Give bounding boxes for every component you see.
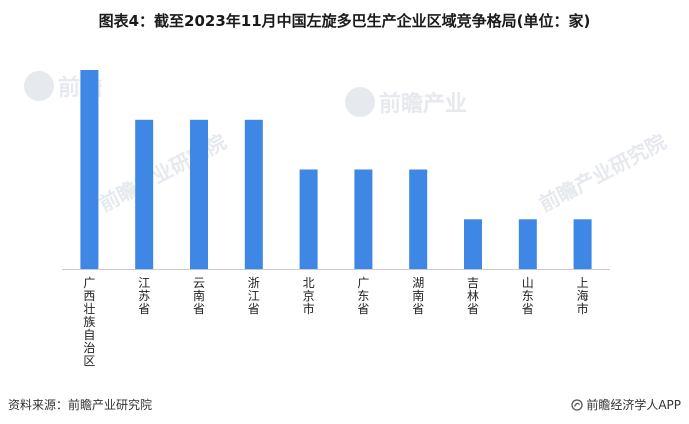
x-tick-label-char: 自	[83, 328, 95, 342]
brand-logo-icon	[571, 398, 583, 411]
bar	[80, 70, 99, 269]
x-tick-label-char: 省	[467, 302, 479, 316]
x-tick-label-char: 上	[577, 276, 589, 290]
x-tick-label-char: 省	[357, 302, 369, 316]
x-tick-label-char: 治	[83, 341, 95, 355]
x-tick-label-char: 市	[303, 301, 315, 316]
source-note: 资料来源：前瞻产业研究院	[8, 398, 153, 412]
bar	[190, 119, 208, 270]
bar	[135, 119, 154, 270]
x-tick-label-char: 海	[577, 288, 589, 303]
x-tick-label-char: 云	[193, 276, 205, 290]
x-tick-label-char: 南	[193, 288, 205, 303]
x-tick-label-char: 江	[138, 276, 150, 290]
x-tick-label-char: 吉	[467, 276, 479, 290]
x-tick-label-char: 南	[412, 288, 424, 303]
x-tick-label-char: 湖	[412, 275, 424, 290]
brand-footer: 前瞻经济学人APP	[571, 396, 681, 413]
x-tick-label-char: 壮	[83, 302, 95, 316]
x-tick-label-char: 省	[248, 302, 260, 316]
x-tick-label-char: 北	[303, 276, 315, 290]
x-tick-label-char: 省	[193, 302, 205, 316]
x-tick-label-char: 市	[577, 301, 589, 316]
bar	[518, 219, 537, 270]
x-tick-label-char: 族	[83, 315, 95, 329]
bar	[299, 169, 318, 269]
x-tick-label-char: 区	[83, 354, 95, 368]
bar	[464, 219, 482, 270]
x-tick-label-char: 广	[357, 276, 369, 290]
x-tick-label-char: 京	[303, 289, 315, 303]
x-tick-label-char: 浙	[248, 276, 260, 290]
x-tick-label-char: 苏	[138, 289, 150, 303]
x-tick-label-char: 山	[522, 276, 534, 290]
x-tick-label-char: 林	[467, 289, 479, 303]
bar	[244, 119, 263, 270]
x-tick-label-char: 东	[522, 289, 534, 303]
x-tick-label-char: 省	[138, 302, 150, 316]
bar	[573, 219, 592, 270]
x-tick-label-char: 广	[83, 276, 95, 290]
brand-name: 前瞻经济学人APP	[586, 398, 681, 412]
x-tick-label-char: 江	[248, 289, 260, 303]
x-tick-label-char: 省	[522, 302, 534, 316]
bar	[354, 169, 373, 269]
x-tick-label-char: 东	[357, 289, 369, 303]
bar	[409, 169, 428, 269]
x-tick-label-char: 省	[412, 302, 424, 316]
chart-title: 图表4：截至2023年11月中国左旋多巴生产企业区域竞争格局(单位：家)	[98, 12, 591, 30]
x-tick-label-char: 西	[83, 289, 95, 303]
